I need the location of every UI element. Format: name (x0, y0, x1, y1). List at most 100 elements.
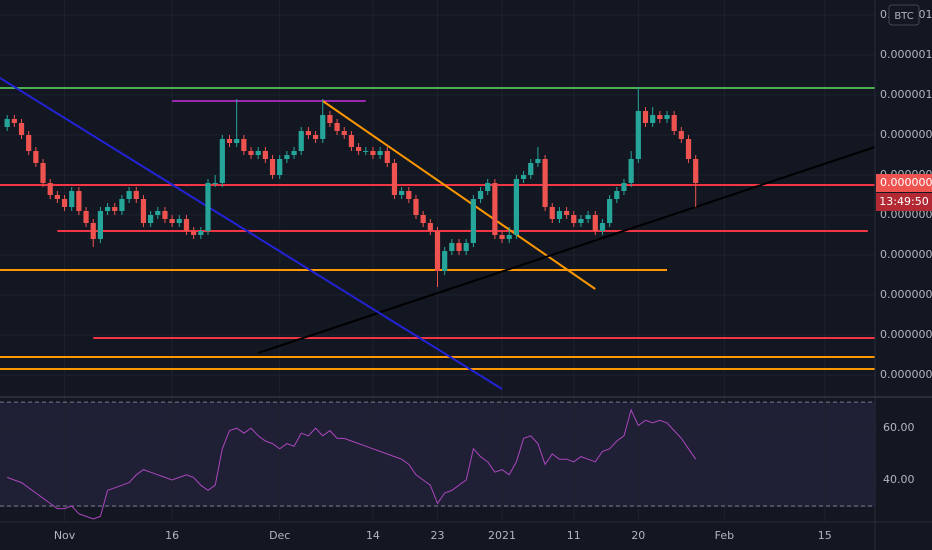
x-tick-label: 2021 (488, 529, 516, 542)
candle-body (399, 191, 405, 195)
candle-body (248, 151, 254, 155)
candle-body (356, 147, 362, 151)
candle-body (83, 211, 89, 223)
candle-body (614, 191, 620, 199)
countdown-tag (876, 193, 932, 211)
candle-body (341, 131, 347, 135)
y-tick-label: 0.00000110 (880, 48, 932, 61)
candle-body (348, 135, 355, 147)
candle-body (47, 183, 53, 195)
candle-body (112, 207, 118, 211)
candle-body (599, 223, 606, 231)
candle-body (499, 235, 505, 239)
y-tick-label: 0.00000100 (880, 88, 932, 101)
y-tick-label: 0.00000040 (880, 328, 932, 341)
candle-body (642, 111, 649, 123)
candle-body (312, 135, 319, 139)
candle-body (657, 115, 663, 119)
candle-body (305, 131, 312, 135)
candle-body (635, 111, 641, 159)
candle-body (291, 151, 297, 155)
rsi-tick-label: 40.00 (883, 473, 915, 486)
candle-body (485, 183, 491, 191)
candle-body (370, 151, 376, 155)
candle-body (140, 199, 147, 223)
y-tick-label: 0.00000060 (880, 248, 932, 261)
candle-body (442, 251, 448, 271)
candle-body (585, 215, 591, 219)
y-tick-label: 0.00000030 (880, 368, 932, 381)
candle-body (506, 235, 512, 239)
candle-body (4, 119, 10, 127)
candle-body (148, 215, 154, 223)
currency-button (888, 4, 920, 26)
candle-body (198, 231, 204, 235)
candle-body (262, 151, 268, 159)
candle-body (563, 211, 570, 215)
candle-body (155, 211, 161, 215)
candle-body (104, 207, 111, 211)
candle-body (284, 155, 290, 159)
candle-body (191, 231, 197, 235)
candle-body (535, 159, 541, 163)
candle-body (298, 131, 304, 151)
currency-label: BTC (894, 11, 913, 22)
candle-body (327, 115, 333, 123)
candle-body (578, 219, 584, 223)
x-tick-label: 15 (818, 529, 832, 542)
candle-body (11, 119, 17, 123)
candle-body (18, 123, 25, 135)
x-tick-label: Dec (269, 529, 290, 542)
candle-body (212, 183, 218, 184)
candle-body (678, 131, 684, 139)
candle-body (234, 139, 240, 143)
x-tick-label: 14 (366, 529, 380, 542)
candle-body (226, 139, 233, 143)
x-tick-label: 11 (567, 529, 581, 542)
candle-body (162, 211, 168, 219)
candle-body (492, 183, 498, 235)
candle-body (119, 199, 125, 211)
candle-body (54, 195, 60, 199)
candle-body (169, 219, 175, 223)
candle-body (76, 191, 82, 211)
candle-body (406, 191, 412, 199)
candle-body (621, 183, 627, 191)
candle-body (628, 159, 634, 183)
candle-body (671, 115, 677, 131)
x-tick-label: Nov (54, 529, 76, 542)
candle-body (693, 159, 699, 183)
candle-body (219, 139, 225, 183)
candle-body (528, 163, 534, 175)
candle-body (97, 211, 104, 239)
x-tick-label: 16 (165, 529, 179, 542)
candle-body (520, 175, 527, 179)
x-tick-label: 20 (631, 529, 645, 542)
candle-body (334, 123, 340, 131)
trend-line (257, 146, 876, 354)
candle-body (277, 159, 283, 175)
candle-body (33, 151, 39, 163)
candle-body (391, 163, 398, 195)
countdown-label: 13:49:50 (879, 195, 928, 208)
candle-body (513, 179, 519, 235)
candle-body (685, 139, 692, 159)
last-price-tag (876, 174, 932, 192)
trend-line (0, 77, 503, 390)
candle-body (477, 191, 484, 199)
rsi-tick-label: 60.00 (883, 421, 915, 434)
candle-body (456, 243, 462, 251)
candle-body (607, 199, 613, 223)
x-tick-label: Feb (715, 529, 734, 542)
candle-body (363, 151, 369, 152)
y-tick-label: 0.00000090 (880, 128, 932, 141)
candle-body (542, 159, 548, 207)
candle-body (420, 215, 426, 223)
candle-body (650, 115, 656, 123)
candle-body (470, 199, 476, 243)
candle-body (90, 223, 96, 239)
candle-body (434, 231, 441, 271)
y-tick-label: 0.00000050 (880, 288, 932, 301)
